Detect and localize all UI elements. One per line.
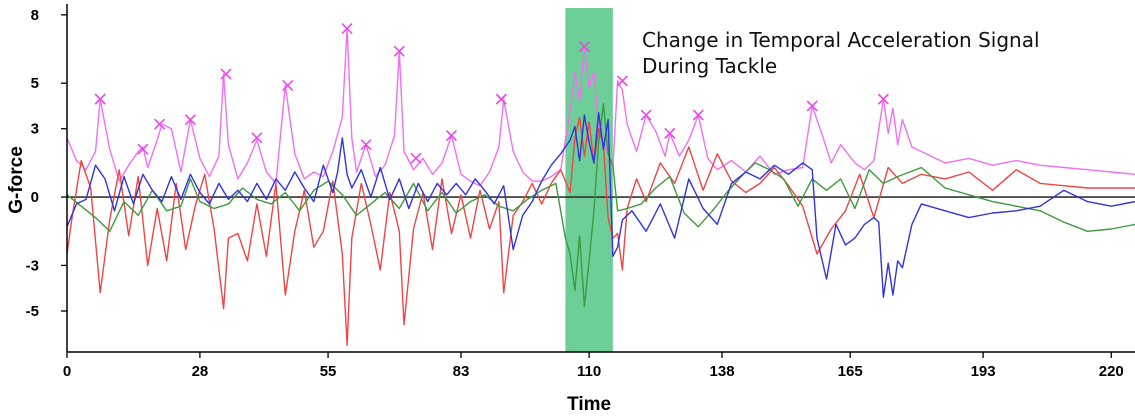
x-tick-label: 193 bbox=[971, 363, 996, 380]
tackle-highlight-band bbox=[565, 8, 613, 352]
peak-marker bbox=[220, 68, 232, 80]
peak-marker bbox=[692, 109, 704, 121]
peak-marker bbox=[445, 130, 458, 142]
peak-marker bbox=[806, 100, 818, 112]
series-group bbox=[66, 27, 1135, 346]
y-tick-label: 8 bbox=[31, 7, 39, 24]
peak-marker bbox=[410, 152, 422, 164]
y-tick-label: 5 bbox=[31, 75, 39, 92]
peak-marker bbox=[664, 127, 676, 139]
peak-marker bbox=[341, 22, 353, 35]
peak-marker bbox=[137, 143, 149, 155]
peak-marker bbox=[184, 114, 196, 126]
x-tick-label: 138 bbox=[710, 363, 735, 380]
peak-marker bbox=[616, 75, 628, 87]
series-line-3 bbox=[66, 102, 1135, 308]
peak-marker bbox=[94, 93, 106, 105]
peak-marker-group bbox=[94, 22, 889, 164]
y-axis-title: G-force bbox=[6, 146, 27, 214]
peak-marker bbox=[153, 118, 166, 130]
x-tick-label: 28 bbox=[192, 363, 209, 380]
peak-marker bbox=[578, 41, 590, 53]
peak-marker bbox=[360, 139, 372, 151]
series-line-2 bbox=[66, 116, 1135, 346]
x-tick-label: 110 bbox=[577, 363, 601, 380]
x-tick-label: 83 bbox=[453, 363, 470, 380]
series-line-4 bbox=[66, 112, 1135, 298]
annotation-line-1: Change in Temporal Acceleration Signal bbox=[642, 28, 1040, 52]
x-tick-label: 0 bbox=[63, 363, 71, 380]
peak-marker bbox=[282, 79, 294, 92]
peak-marker bbox=[251, 132, 263, 144]
annotation-line-2: During Tackle bbox=[642, 54, 777, 78]
x-axis-title: Time bbox=[567, 394, 611, 415]
y-tick-label: -5 bbox=[26, 303, 39, 320]
peak-marker bbox=[877, 93, 889, 105]
peak-marker bbox=[640, 109, 652, 121]
peak-marker bbox=[393, 45, 405, 57]
y-tick-label: -3 bbox=[26, 257, 39, 274]
peak-marker bbox=[495, 93, 507, 105]
series-line-1 bbox=[66, 27, 1135, 187]
x-tick-label: 165 bbox=[838, 363, 863, 380]
tick-group: 0 28 55 83 110 138 165 193 220 8 5 3 0 -3 -5 bbox=[26, 7, 1124, 380]
x-tick-label: 220 bbox=[1099, 363, 1124, 380]
y-tick-label: 3 bbox=[31, 121, 39, 138]
y-tick-label: 0 bbox=[31, 189, 39, 206]
x-tick-label: 55 bbox=[320, 363, 337, 380]
